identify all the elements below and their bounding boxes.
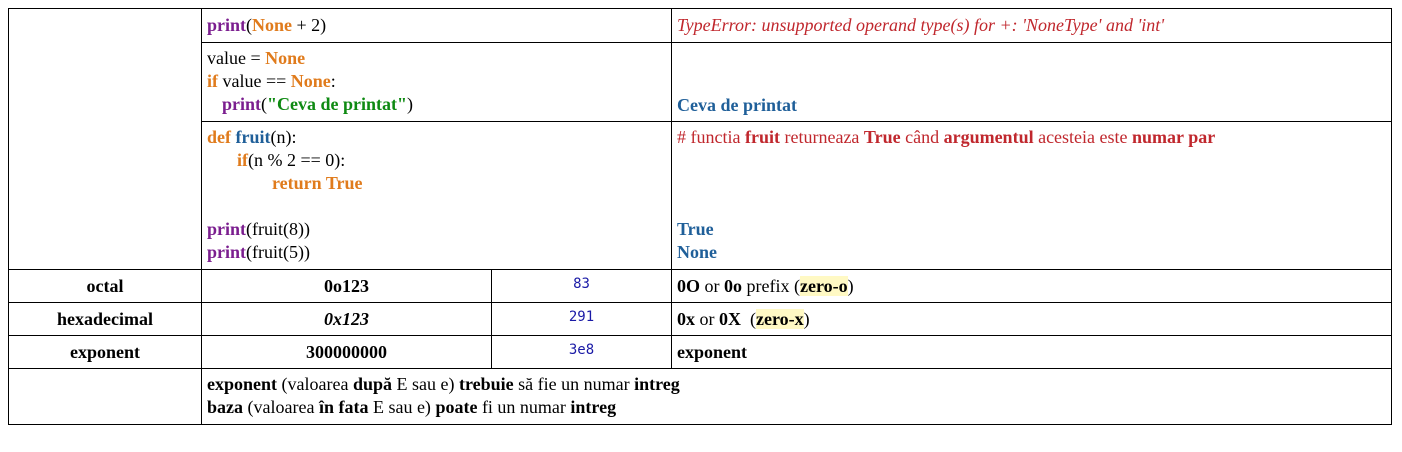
code-cell: value = None if value == None: print("Ce… xyxy=(201,42,672,122)
printed-output: Ceva de printat xyxy=(677,95,797,115)
highlight: zero-x xyxy=(756,308,804,329)
row-octal: octal 0o123 83 0O or 0o prefix (zero-o) xyxy=(8,269,1392,303)
row-function-def: def fruit(n): if(n % 2 == 0): return Tru… xyxy=(9,121,1392,270)
literal-cell: 300000000 xyxy=(201,335,492,369)
description-cell: exponent xyxy=(671,335,1392,369)
row-label: hexadecimal xyxy=(8,302,202,336)
highlight: zero-o xyxy=(800,275,848,296)
value-cell: 83 xyxy=(491,269,672,303)
value-cell: 3e8 xyxy=(491,335,672,369)
label-cell-empty xyxy=(8,368,202,425)
row-notes: exponent (valoarea după E sau e) trebuie… xyxy=(8,368,1392,425)
description-cell: 0x or 0X (zero-x) xyxy=(671,302,1392,336)
python-literals-table: print(None + 2) TypeError: unsupported o… xyxy=(8,8,1392,425)
row-label: octal xyxy=(8,269,202,303)
notes-cell: exponent (valoarea după E sau e) trebuie… xyxy=(201,368,1392,425)
label-cell-empty xyxy=(8,8,202,270)
row-hexadecimal: hexadecimal 0x123 291 0x or 0X (zero-x) xyxy=(8,302,1392,336)
type-error-text: TypeError: unsupported operand type(s) f… xyxy=(677,15,1165,35)
value-cell: 291 xyxy=(491,302,672,336)
output-true: True xyxy=(677,219,714,239)
row-none-addition: print(None + 2) TypeError: unsupported o… xyxy=(8,8,1392,270)
description-cell: 0O or 0o prefix (zero-o) xyxy=(671,269,1392,303)
output-cell: Ceva de printat xyxy=(671,42,1392,122)
literal-cell: 0x123 xyxy=(201,302,492,336)
code-cell: print(None + 2) xyxy=(201,8,672,43)
print-call: print xyxy=(207,15,247,35)
string-literal: "Ceva de printat" xyxy=(267,94,407,114)
comment-text: # functia fruit returneaza True când arg… xyxy=(677,127,1216,147)
code-cell: def fruit(n): if(n % 2 == 0): return Tru… xyxy=(201,121,672,270)
none-keyword: None xyxy=(252,15,293,35)
row-label: exponent xyxy=(8,335,202,369)
row-if-none: value = None if value == None: print("Ce… xyxy=(9,42,1392,122)
function-name: fruit xyxy=(235,127,271,147)
output-cell: # functia fruit returneaza True când arg… xyxy=(671,121,1392,270)
output-none: None xyxy=(677,242,717,262)
row-exponent: exponent 300000000 3e8 exponent xyxy=(8,335,1392,369)
literal-cell: 0o123 xyxy=(201,269,492,303)
error-output: TypeError: unsupported operand type(s) f… xyxy=(671,8,1392,43)
